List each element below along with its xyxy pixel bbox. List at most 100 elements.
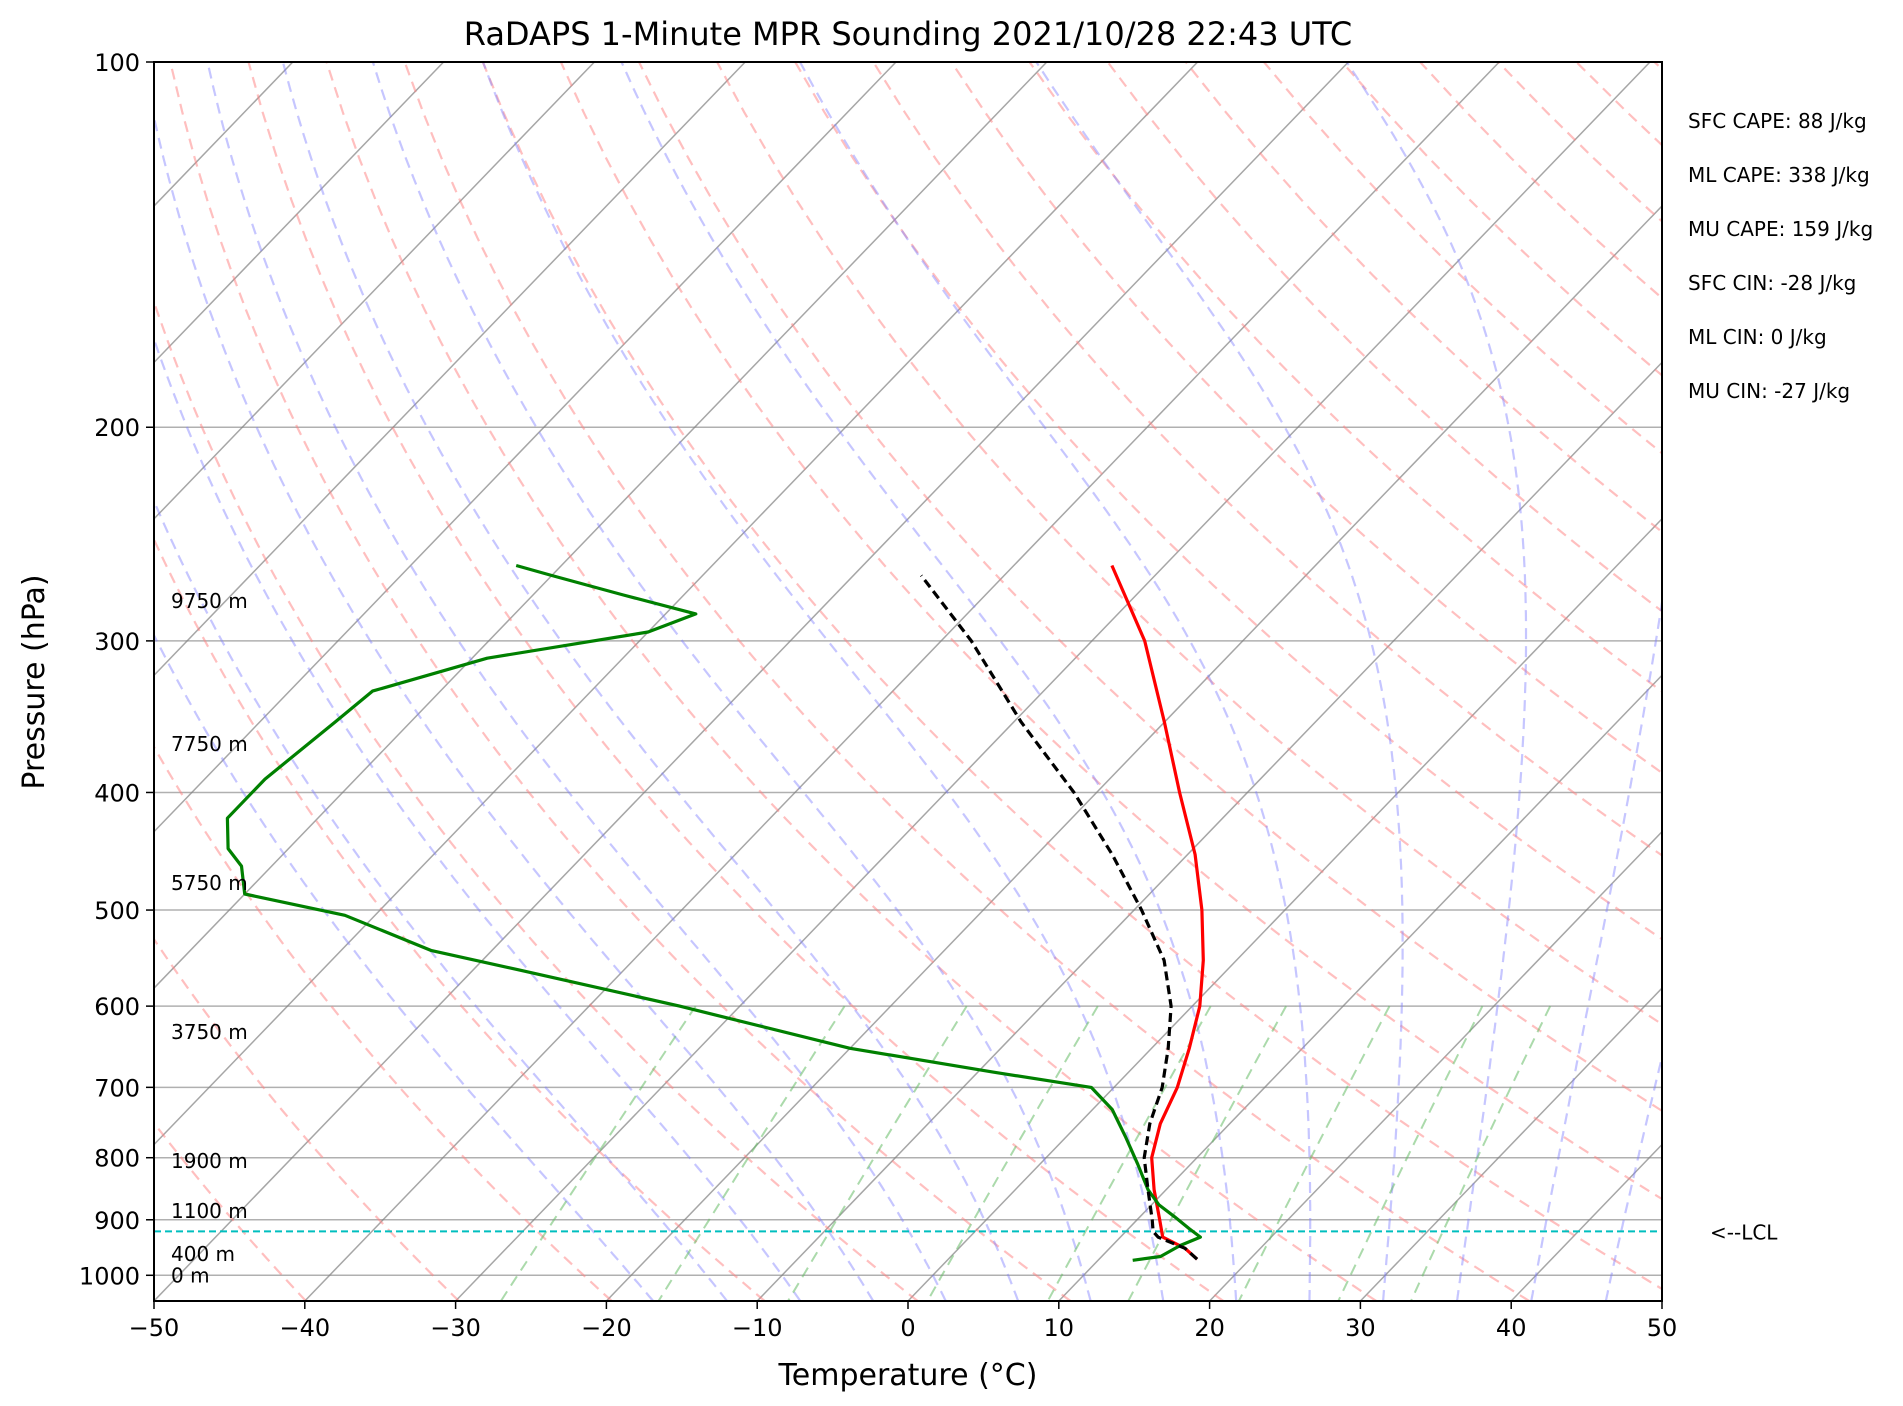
dry-adiabat-line	[1184, 62, 1662, 534]
x-tick-label: −50	[129, 1314, 180, 1342]
dry-adiabat-line	[950, 62, 1662, 775]
y-tick-label: 200	[94, 414, 140, 442]
plot-area	[154, 62, 1662, 1301]
y-tick-label: 100	[94, 49, 140, 77]
moist-adiabat-line	[154, 112, 875, 1301]
instability-index: MU CIN: -27 J/kg	[1688, 379, 1850, 403]
dry-adiabat-line	[154, 298, 919, 1301]
isotherm-line	[907, 517, 1662, 1301]
x-tick-label: 0	[900, 1314, 915, 1342]
isotherm-line	[154, 62, 445, 364]
isotherm-line	[154, 62, 1199, 1146]
x-tick-label: 50	[1647, 1314, 1678, 1342]
dry-adiabat-line	[794, 62, 1662, 941]
y-axis-label: Pressure (hPa)	[17, 574, 52, 789]
moist-adiabat-line	[206, 62, 947, 1301]
x-tick-label: 40	[1496, 1314, 1527, 1342]
dry-adiabat-line	[403, 62, 1530, 1301]
y-tick-label: 900	[94, 1207, 140, 1235]
y-axis: 100 200 300 400 500 600 700 800 900 1000	[79, 49, 154, 1290]
height-label: 0 m	[171, 1263, 210, 1287]
mixing-ratio-line	[787, 1005, 968, 1301]
y-tick-label: 800	[94, 1145, 140, 1173]
dry-adiabat-line	[169, 62, 1072, 1301]
instability-index: ML CAPE: 338 J/kg	[1688, 163, 1870, 187]
dry-adiabat-line	[559, 62, 1662, 1201]
mixing-ratio-line	[1337, 1005, 1484, 1301]
moist-adiabat-lines	[154, 62, 1662, 1301]
chart-title: RaDAPS 1-Minute MPR Sounding 2021/10/28 …	[464, 15, 1352, 53]
isotherm-line	[455, 62, 1651, 1301]
mixing-ratio-line	[1410, 1005, 1552, 1301]
mixing-ratio-line	[657, 1005, 846, 1301]
moist-adiabat-line	[1530, 595, 1662, 1301]
isotherm-line	[304, 62, 1500, 1301]
mixing-ratio-line	[1046, 1005, 1212, 1301]
instability-index: SFC CIN: -28 J/kg	[1688, 271, 1856, 295]
isotherm-line	[154, 62, 1349, 1301]
dry-adiabat-line	[481, 62, 1662, 1291]
x-axis-label: Temperature (°C)	[778, 1358, 1038, 1393]
mixing-ratio-line	[1127, 1005, 1287, 1301]
isotherm-line	[1359, 987, 1662, 1301]
mixing-ratio-line	[500, 1005, 697, 1301]
moist-adiabat-line	[1035, 62, 1404, 1301]
sounding-series	[225, 563, 1205, 1262]
y-tick-label: 1000	[79, 1262, 140, 1290]
x-axis: −50 −40 −30 −20 −10 0 10 20 30 40 50	[129, 1301, 1678, 1342]
isotherm-line	[605, 204, 1662, 1301]
y-tick-label: 600	[94, 993, 140, 1021]
isotherm-line	[154, 62, 1048, 990]
dry-adiabat-line	[247, 62, 1225, 1301]
lcl-label: <--LCL	[1710, 1220, 1778, 1244]
dry-adiabat-line	[872, 62, 1662, 857]
dry-adiabat-line	[154, 1121, 307, 1301]
x-tick-label: −10	[732, 1314, 783, 1342]
moist-adiabat-line	[371, 62, 1092, 1301]
instability-index: SFC CAPE: 88 J/kg	[1688, 109, 1867, 133]
dry-adiabat-line	[638, 62, 1662, 1113]
x-tick-label: 20	[1194, 1314, 1225, 1342]
moist-adiabat-line	[154, 632, 655, 1301]
height-label: 1100 m	[171, 1199, 248, 1223]
plot-frame	[153, 61, 1663, 1302]
dry-adiabat-line	[154, 744, 613, 1301]
height-label: 9750 m	[171, 589, 248, 613]
mixing-ratio-lines	[500, 1005, 1552, 1301]
sounding-series-line-2	[919, 574, 1199, 1261]
moist-adiabat-line	[154, 498, 728, 1301]
instability-index: ML CIN: 0 J/kg	[1688, 325, 1827, 349]
height-label: 400 m	[171, 1242, 235, 1266]
moist-adiabat-line	[281, 62, 1020, 1301]
moist-adiabat-line	[154, 335, 802, 1301]
y-tick-label: 700	[94, 1074, 140, 1102]
dry-adiabat-line	[1028, 62, 1662, 693]
isotherm-line	[1510, 1143, 1662, 1301]
mixing-ratio-line	[926, 1005, 1099, 1301]
isotherm-line	[756, 361, 1662, 1301]
isotherm-line	[154, 62, 897, 833]
isotherm-lines	[154, 62, 1662, 1301]
dry-adiabat-line	[1653, 62, 1662, 71]
dry-adiabat-line	[1263, 62, 1662, 455]
height-label: 5750 m	[171, 871, 248, 895]
isotherm-line	[1661, 1299, 1662, 1301]
dry-adiabat-lines	[154, 62, 1662, 1301]
isotherm-line	[154, 62, 595, 520]
dry-adiabat-line	[1575, 62, 1662, 147]
dry-adiabat-line	[716, 62, 1662, 1026]
dry-adiabat-line	[154, 937, 460, 1301]
x-tick-label: 30	[1345, 1314, 1376, 1342]
moist-adiabat-line	[481, 62, 1165, 1301]
moist-adiabat-line	[620, 62, 1238, 1301]
x-tick-label: 10	[1044, 1314, 1075, 1342]
sounding-series-line-1	[225, 563, 1202, 1262]
moist-adiabat-line	[799, 62, 1312, 1301]
dry-adiabat-line	[1497, 62, 1662, 223]
isotherm-line	[1209, 830, 1662, 1301]
x-tick-label: −20	[581, 1314, 632, 1342]
x-tick-label: −30	[430, 1314, 481, 1342]
height-label: 7750 m	[171, 732, 248, 756]
